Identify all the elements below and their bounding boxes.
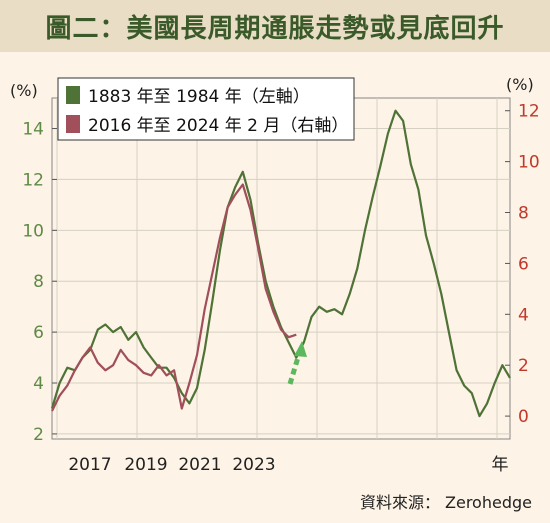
legend-box bbox=[57, 77, 355, 141]
x-axis-ticks: 2017 2019 2021 2023 年 bbox=[68, 455, 508, 475]
legend-label-2016: 2016 年至 2024 年 2 月（右軸） bbox=[88, 116, 348, 136]
plot-area bbox=[51, 97, 511, 440]
legend-label-1883: 1883 年至 1984 年（左軸） bbox=[88, 87, 310, 107]
annotation bbox=[287, 341, 307, 385]
right-tick-label: 12 bbox=[518, 102, 540, 122]
left-tick-label: 6 bbox=[33, 323, 44, 343]
left-axis-ticks: 2 4 6 8 10 12 14 bbox=[22, 120, 57, 445]
x-axis-suffix: 年 bbox=[492, 455, 509, 475]
x-tick-label: 2017 bbox=[68, 455, 111, 475]
legend-swatch-2016 bbox=[66, 115, 80, 133]
right-tick-label: 4 bbox=[518, 305, 529, 325]
title-bar: 圖二：美國長周期通脹走勢或見底回升 bbox=[0, 0, 550, 52]
chart: 2 4 6 8 10 12 14 0 2 4 6 8 10 12 2017 2019 2021 2023 年 1… bbox=[10, 75, 540, 475]
left-tick-label: 12 bbox=[22, 170, 44, 190]
right-axis-ticks: 0 2 4 6 8 10 12 bbox=[505, 102, 540, 427]
legend-swatch-1883 bbox=[66, 86, 80, 104]
right-tick-label: 2 bbox=[518, 356, 529, 376]
right-tick-label: 0 bbox=[518, 407, 529, 427]
right-tick-label: 6 bbox=[518, 254, 529, 274]
left-axis-unit: (%) bbox=[10, 81, 38, 100]
series-lines bbox=[50, 109, 511, 418]
source-note: 資料來源： Zerohedge bbox=[359, 493, 532, 512]
left-tick-label: 8 bbox=[33, 272, 44, 292]
left-tick-label: 4 bbox=[33, 374, 44, 394]
x-tick-label: 2019 bbox=[124, 455, 167, 475]
left-tick-label: 14 bbox=[22, 120, 44, 140]
annotation-arrow-head bbox=[294, 341, 307, 357]
right-tick-label: 10 bbox=[518, 153, 540, 173]
x-tick-label: 2021 bbox=[178, 455, 221, 475]
left-tick-label: 2 bbox=[33, 425, 44, 445]
x-tick-label: 2023 bbox=[232, 455, 275, 475]
legend: 1883 年至 1984 年（左軸） 2016 年至 2024 年 2 月（右軸） bbox=[57, 77, 355, 141]
grid bbox=[52, 98, 510, 439]
chart-title: 圖二：美國長周期通脹走勢或見底回升 bbox=[45, 13, 505, 44]
right-axis-unit: (%) bbox=[506, 75, 534, 94]
left-tick-label: 10 bbox=[22, 221, 44, 241]
series-line-2 bbox=[51, 183, 297, 412]
annotation-arrow-shaft bbox=[287, 353, 302, 385]
right-tick-label: 8 bbox=[518, 204, 529, 224]
